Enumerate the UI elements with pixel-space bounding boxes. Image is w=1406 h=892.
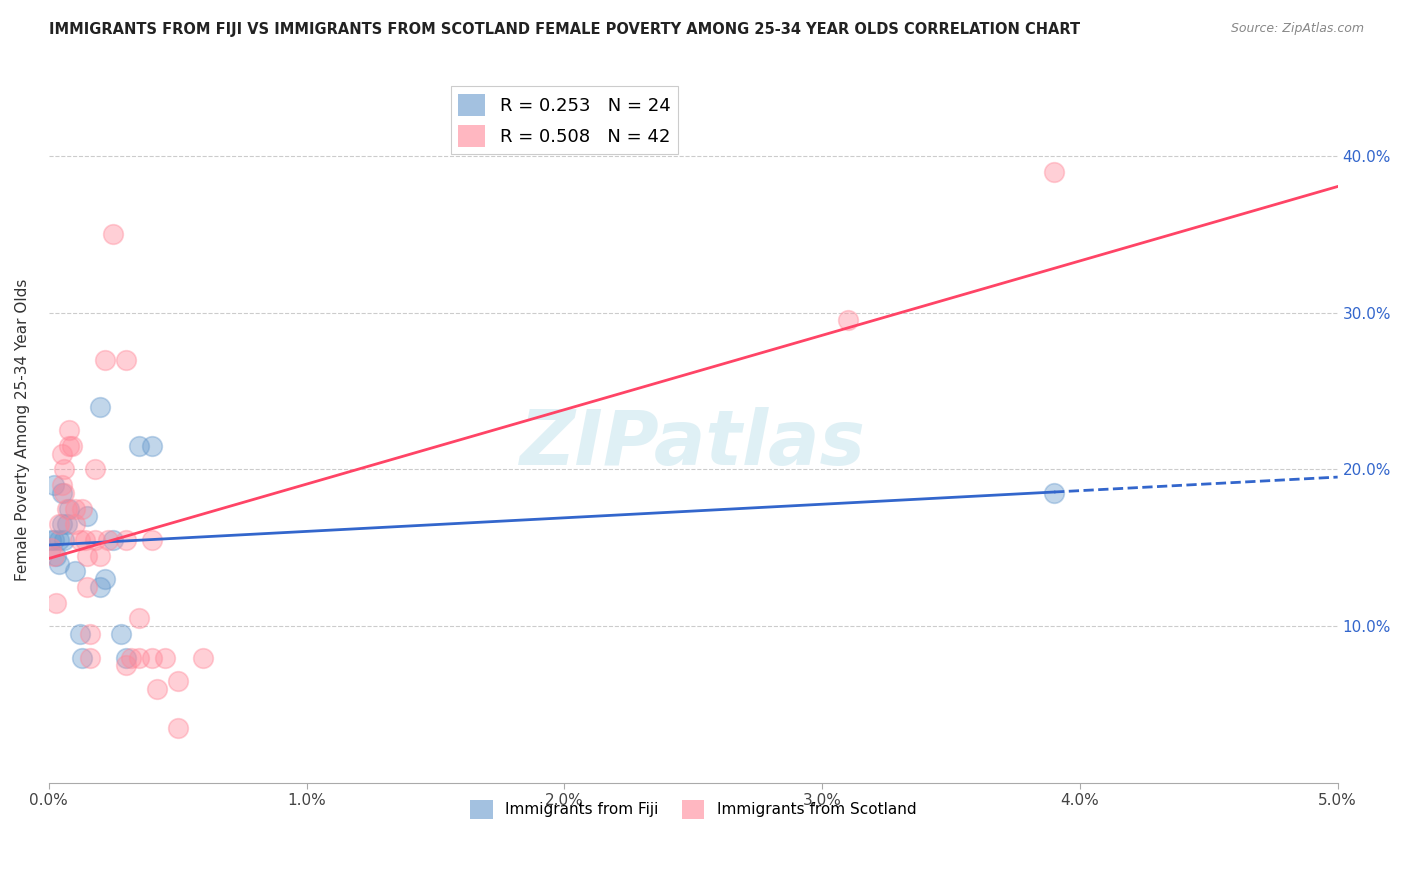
Point: [89, 580, 111, 594]
Point: [141, 533, 163, 547]
Point: [51, 447, 73, 461]
Point: [97, 533, 120, 547]
Point: [63, 501, 86, 516]
Point: [73, 533, 96, 547]
Point: [51, 478, 73, 492]
Point: [76, 509, 98, 524]
Point: [56, 517, 79, 532]
Point: [42, 549, 65, 563]
Point: [51, 486, 73, 500]
Point: [56, 501, 79, 516]
Point: [79, 627, 101, 641]
Point: [63, 517, 86, 532]
Point: [69, 627, 91, 641]
Y-axis label: Female Poverty Among 25-34 Year Olds: Female Poverty Among 25-34 Year Olds: [15, 279, 30, 582]
Point: [45, 596, 67, 610]
Point: [58, 439, 80, 453]
Point: [115, 352, 138, 367]
Point: [72, 501, 94, 516]
Point: [45, 549, 67, 563]
Point: [89, 549, 111, 563]
Point: [110, 627, 132, 641]
Point: [69, 533, 91, 547]
Point: [58, 423, 80, 437]
Point: [84, 533, 107, 547]
Point: [76, 549, 98, 563]
Point: [72, 650, 94, 665]
Point: [51, 517, 73, 532]
Point: [166, 674, 188, 689]
Point: [193, 650, 215, 665]
Point: [94, 352, 117, 367]
Point: [166, 721, 188, 735]
Point: [53, 462, 76, 476]
Point: [115, 650, 138, 665]
Point: [53, 533, 76, 547]
Point: [837, 313, 859, 327]
Point: [53, 486, 76, 500]
Point: [1043, 164, 1066, 178]
Point: [48, 533, 70, 547]
Point: [115, 658, 138, 673]
Point: [42, 533, 65, 547]
Point: [58, 501, 80, 516]
Point: [128, 611, 150, 625]
Point: [128, 650, 150, 665]
Point: [41, 533, 63, 547]
Point: [60, 439, 83, 453]
Point: [153, 650, 176, 665]
Text: Source: ZipAtlas.com: Source: ZipAtlas.com: [1230, 22, 1364, 36]
Point: [128, 439, 150, 453]
Point: [89, 400, 111, 414]
Point: [115, 533, 138, 547]
Point: [146, 681, 169, 696]
Point: [120, 650, 142, 665]
Legend: Immigrants from Fiji, Immigrants from Scotland: Immigrants from Fiji, Immigrants from Sc…: [464, 794, 922, 825]
Point: [79, 650, 101, 665]
Point: [141, 650, 163, 665]
Point: [1043, 486, 1066, 500]
Point: [48, 557, 70, 571]
Point: [41, 541, 63, 555]
Point: [141, 439, 163, 453]
Text: IMMIGRANTS FROM FIJI VS IMMIGRANTS FROM SCOTLAND FEMALE POVERTY AMONG 25-34 YEAR: IMMIGRANTS FROM FIJI VS IMMIGRANTS FROM …: [49, 22, 1080, 37]
Point: [84, 462, 107, 476]
Point: [48, 517, 70, 532]
Point: [94, 572, 117, 586]
Point: [42, 478, 65, 492]
Point: [103, 533, 125, 547]
Point: [63, 565, 86, 579]
Point: [76, 580, 98, 594]
Point: [103, 227, 125, 242]
Text: ZIPatlas: ZIPatlas: [520, 408, 866, 482]
